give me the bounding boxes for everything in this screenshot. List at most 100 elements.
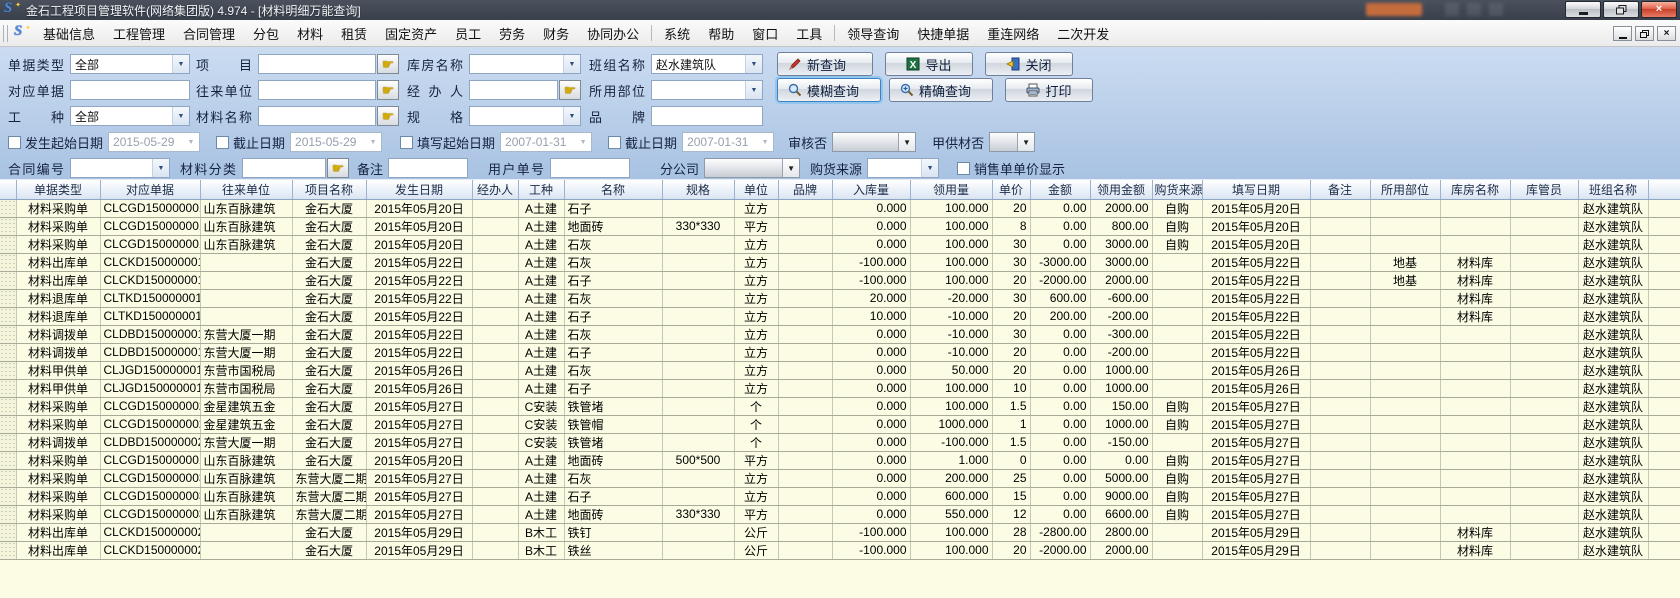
sale-price-checkbox[interactable] [957, 161, 971, 175]
fuzzy-query-button[interactable]: 模糊查询 [777, 78, 881, 102]
table-row[interactable]: 材料甲供单 CLJGD150000001 东营市国税局 金石大厦 2015年05月26日… [0, 379, 1680, 398]
row-selector[interactable] [0, 505, 17, 524]
row-selector[interactable] [0, 307, 17, 326]
table-row[interactable]: 材料退库单 CLTKD150000001 金石大厦 2015年05月22日 A土建 石灰立… [0, 289, 1680, 308]
occur-end-date[interactable]: 2015-05-29 ▼ [290, 132, 383, 152]
column-header[interactable]: 领用金额 [1090, 180, 1153, 200]
row-selector[interactable] [0, 379, 17, 398]
row-selector[interactable] [0, 523, 17, 542]
agent-input[interactable] [469, 80, 558, 100]
occur-end-checkbox[interactable] [216, 135, 230, 149]
picker-hand-button[interactable]: ☛ [377, 80, 399, 100]
menu-item[interactable]: 重连网络 [987, 26, 1040, 42]
table-row[interactable]: 材料出库单 CLCKD150000001 金石大厦 2015年05月22日 A土建 石子立… [0, 271, 1680, 290]
fill-end-date[interactable]: 2007-01-31 ▼ [682, 132, 775, 152]
column-header[interactable]: 备注 [1310, 180, 1371, 200]
column-header[interactable]: 项目名称 [292, 180, 367, 200]
table-row[interactable]: 材料采购单 CLCGD150000001 山东百脉建筑 金石大厦 2015年05月20日… [0, 199, 1680, 218]
row-selector[interactable] [0, 433, 17, 452]
row-selector[interactable] [0, 271, 17, 290]
exact-query-button[interactable]: 精确查询 [889, 78, 993, 102]
picker-hand-button[interactable]: ☛ [377, 106, 399, 126]
column-header[interactable]: 所用部位 [1370, 180, 1441, 200]
doc-type-select[interactable]: 全部 ▼ [70, 54, 190, 74]
work-type-select[interactable]: 全部 ▼ [70, 106, 190, 126]
column-header[interactable]: 购货来源 [1152, 180, 1203, 200]
use-part-select[interactable]: ▼ [651, 80, 763, 100]
column-header[interactable]: 金额 [1030, 180, 1091, 200]
fill-start-checkbox[interactable] [400, 135, 414, 149]
remark-input[interactable] [388, 158, 469, 178]
row-selector[interactable] [0, 199, 17, 218]
restore-button[interactable] [1603, 1, 1639, 18]
menu-item[interactable]: 窗口 [752, 26, 779, 42]
picker-hand-button[interactable]: ☛ [377, 54, 399, 74]
row-selector[interactable] [0, 487, 17, 506]
table-row[interactable]: 材料调拨单 CLDBD150000002 东营大厦一期 金石大厦 2015年05月27日… [0, 433, 1680, 452]
column-header[interactable]: 单据类型 [16, 180, 101, 200]
menu-item[interactable]: 工程管理 [113, 26, 166, 42]
table-row[interactable]: 材料采购单 CLCGD150000003 山东百脉建筑 东营大厦二期 2015年05月2… [0, 469, 1680, 488]
table-row[interactable]: 材料采购单 CLCGD150000002 金星建筑五金 金石大厦 2015年05月27日… [0, 415, 1680, 434]
material-class-input[interactable] [242, 158, 326, 178]
purchase-source-select[interactable]: ▼ [867, 158, 940, 178]
mdi-close-button[interactable]: × [1657, 26, 1676, 41]
menu-item[interactable]: 劳务 [499, 26, 526, 42]
fill-start-date[interactable]: 2007-01-31 ▼ [500, 132, 593, 152]
column-header[interactable]: 往来单位 [200, 180, 293, 200]
table-row[interactable]: 材料采购单 CLCGD150000001 山东百脉建筑 金石大厦 2015年05月20日… [0, 217, 1680, 236]
column-header[interactable]: 经办人 [472, 180, 519, 200]
row-selector[interactable] [0, 397, 17, 416]
fill-end-checkbox[interactable] [608, 135, 622, 149]
team-select[interactable]: 赵水建筑队 ▼ [651, 54, 763, 74]
menu-item[interactable]: 协同办公 [587, 26, 640, 42]
table-row[interactable]: 材料出库单 CLCKD150000002 金石大厦 2015年05月29日 B木工 铁钉公… [0, 523, 1680, 542]
column-header[interactable]: 班组名称 [1578, 180, 1649, 200]
column-header[interactable]: 对应单据 [100, 180, 201, 200]
menu-item[interactable]: 帮助 [708, 26, 735, 42]
chevron-down-icon[interactable]: ▼ [898, 133, 916, 151]
partner-input[interactable] [258, 80, 376, 100]
ref-doc-input[interactable] [70, 80, 190, 100]
spec-select[interactable]: ▼ [469, 106, 581, 126]
column-header[interactable]: 领用量 [910, 180, 993, 200]
column-header[interactable]: 单价 [992, 180, 1031, 200]
menu-item[interactable]: 员工 [455, 26, 482, 42]
brand-input[interactable] [651, 106, 763, 126]
column-header[interactable]: 工种 [518, 180, 565, 200]
chevron-down-icon[interactable]: ▼ [563, 107, 580, 125]
menu-item[interactable]: 材料 [297, 26, 324, 42]
table-row[interactable]: 材料退库单 CLTKD150000001 金石大厦 2015年05月22日 A土建 石子立… [0, 307, 1680, 326]
chevron-down-icon[interactable]: ▼ [172, 55, 189, 73]
menu-item[interactable]: 分包 [253, 26, 280, 42]
menu-item[interactable]: 领导查询 [847, 26, 900, 42]
contract-no-select[interactable]: ▼ [70, 158, 170, 178]
table-row[interactable]: 材料采购单 CLCGD150000002 金星建筑五金 金石大厦 2015年05月27日… [0, 397, 1680, 416]
table-row[interactable]: 材料甲供单 CLJGD150000001 东营市国税局 金石大厦 2015年05月26日… [0, 361, 1680, 380]
chevron-down-icon[interactable]: ▼ [1017, 133, 1035, 151]
chevron-down-icon[interactable]: ▼ [563, 55, 580, 73]
chevron-down-icon[interactable]: ▼ [152, 159, 169, 177]
row-selector[interactable] [0, 235, 17, 254]
row-selector[interactable] [0, 361, 17, 380]
chevron-down-icon[interactable]: ▼ [782, 159, 800, 177]
column-header[interactable]: 单位 [734, 180, 779, 200]
column-header[interactable]: 库管员 [1510, 180, 1579, 200]
column-header[interactable]: 名称 [564, 180, 663, 200]
material-name-input[interactable] [258, 106, 376, 126]
branch-select[interactable]: ▼ [704, 158, 801, 178]
close-button[interactable]: × [1641, 1, 1677, 18]
occur-start-checkbox[interactable] [8, 135, 21, 149]
column-header[interactable]: 填写日期 [1202, 180, 1311, 200]
user-doc-input[interactable] [550, 158, 631, 178]
table-row[interactable]: 材料出库单 CLCKD150000002 金石大厦 2015年05月29日 B木工 铁丝公… [0, 541, 1680, 560]
menu-item[interactable]: 快捷单据 [917, 26, 970, 42]
table-row[interactable]: 材料采购单 CLCGD150000003 山东百脉建筑 东营大厦二期 2015年05月2… [0, 487, 1680, 506]
owner-supplied-select[interactable]: ▼ [989, 132, 1036, 152]
menu-item[interactable]: 系统 [664, 26, 691, 42]
column-header[interactable]: 发生日期 [366, 180, 473, 200]
new-query-button[interactable]: 新查询 [777, 52, 873, 76]
menu-item[interactable]: 固定资产 [385, 26, 438, 42]
print-button[interactable]: 打印 [1005, 78, 1093, 102]
column-header[interactable]: 品牌 [778, 180, 833, 200]
